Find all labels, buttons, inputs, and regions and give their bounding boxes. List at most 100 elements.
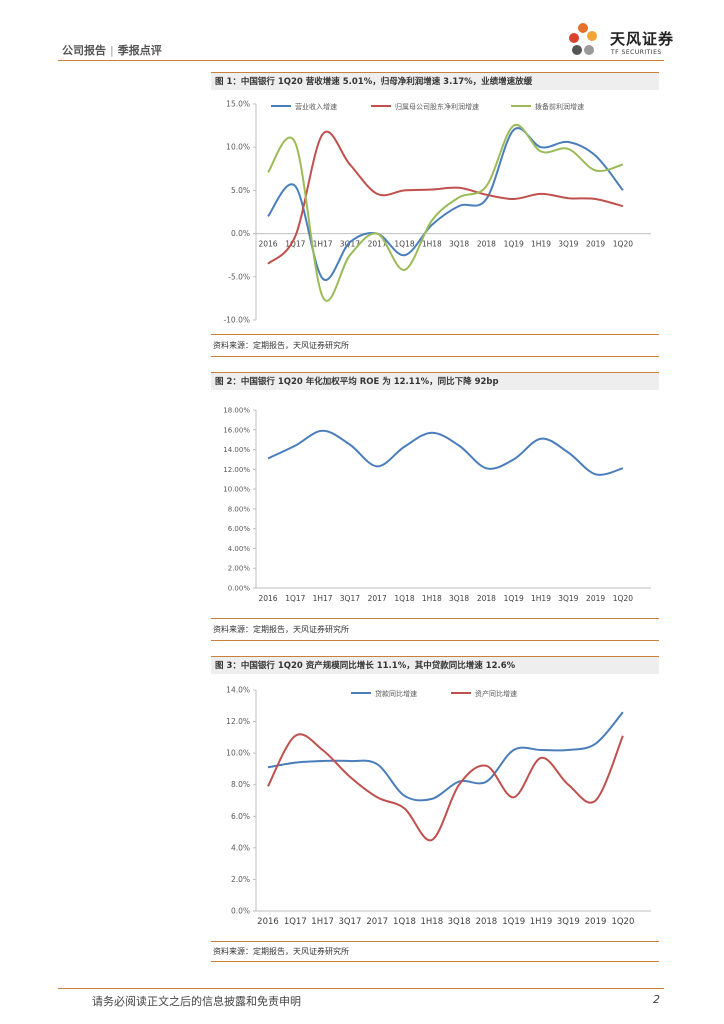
figure-1-source-divider	[211, 356, 659, 357]
x-tick-label: 3Q17	[340, 240, 360, 249]
figure-3-source-divider	[211, 961, 659, 962]
header-separator: |	[110, 44, 114, 57]
y-tick-label: -5.0%	[228, 272, 250, 281]
y-tick-label: 10.0%	[226, 143, 250, 152]
y-tick-label: 14.00%	[223, 446, 250, 454]
x-tick-label: 1H19	[531, 240, 551, 249]
footer-divider	[58, 988, 664, 989]
x-tick-label: 1H17	[313, 594, 333, 603]
x-tick-label: 1H18	[420, 917, 443, 927]
y-tick-label: 18.00%	[223, 407, 250, 415]
legend-label: 营业收入增速	[295, 102, 337, 111]
figure-3-chart: 0.0% 2.0% 4.0% 6.0% 8.0% 10.0% 12.0% 14.0% 2016 1…	[226, 686, 651, 927]
report-type: 公司报告	[62, 44, 106, 57]
x-tick-label: 2017	[368, 240, 387, 249]
y-tick-label: 8.0%	[231, 780, 250, 789]
x-tick-label: 1Q17	[284, 917, 307, 927]
figure-3-source: 资料来源：定期报告，天风证券研究所	[213, 947, 349, 956]
series-line	[267, 127, 624, 281]
x-tick-label: 1Q20	[613, 240, 633, 249]
footer-disclaimer: 请务必阅读正文之后的信息披露和免责申明	[92, 995, 301, 1008]
y-tick-label: 0.00%	[228, 585, 251, 593]
series-line	[267, 429, 624, 476]
logo-subtitle: TF SECURITIES	[611, 49, 662, 56]
figure-2-divider	[211, 618, 659, 619]
x-tick-label: 1Q18	[394, 594, 414, 603]
x-tick-label: 3Q18	[449, 594, 469, 603]
x-tick-label: 2017	[368, 594, 387, 603]
series-line	[267, 711, 624, 802]
y-tick-label: 4.00%	[228, 545, 251, 553]
x-tick-label: 1Q19	[504, 594, 524, 603]
figure-2-title: 图 2：中国银行 1Q20 年化加权平均 ROE 为 12.11%，同比下降 9…	[211, 372, 659, 390]
x-tick-label: 2019	[586, 594, 605, 603]
figure-1-source: 资料来源：定期报告，天风证券研究所	[213, 341, 349, 350]
y-tick-label: 6.0%	[231, 812, 250, 821]
figure-1-divider	[211, 334, 659, 335]
page-number: 2	[653, 993, 660, 1006]
x-tick-label: 2018	[476, 917, 498, 927]
figure-1-title: 图 1：中国银行 1Q20 营收增速 5.01%，归母净利润增速 3.17%，业…	[211, 72, 659, 90]
header-divider	[58, 60, 664, 61]
series-line	[267, 130, 624, 265]
x-tick-label: 1Q18	[393, 917, 416, 927]
x-tick-label: 3Q17	[340, 594, 360, 603]
legend-label: 拨备前利润增速	[535, 102, 584, 111]
report-header: 公司报告 | 季报点评	[62, 42, 162, 58]
x-tick-label: 1Q17	[285, 594, 305, 603]
figure-2-chart: 0.00% 2.00% 4.00% 6.00% 8.00% 10.00% 12.00% 14.…	[223, 407, 651, 603]
y-tick-label: 4.0%	[231, 843, 250, 852]
x-tick-label: 3Q18	[449, 240, 469, 249]
y-tick-label: 14.0%	[226, 686, 250, 695]
flower-logo-icon	[569, 23, 597, 55]
figure-3-divider	[211, 941, 659, 942]
x-tick-label: 1H18	[422, 240, 442, 249]
y-tick-label: 2.00%	[228, 565, 251, 573]
y-tick-label: -10.0%	[223, 316, 250, 325]
y-tick-label: 6.00%	[228, 525, 251, 533]
x-tick-label: 3Q19	[558, 594, 578, 603]
y-tick-label: 2.0%	[231, 875, 250, 884]
x-tick-label: 1Q19	[504, 240, 524, 249]
x-tick-label: 1Q17	[285, 240, 305, 249]
y-tick-label: 8.00%	[228, 505, 251, 513]
company-logo: 天风证券 TF SECURITIES	[566, 20, 676, 60]
y-tick-label: 15.0%	[226, 100, 250, 109]
y-tick-label: 10.00%	[223, 486, 250, 494]
series-line	[267, 123, 624, 302]
logo-brand: 天风证券	[610, 30, 675, 48]
x-tick-label: 1H17	[313, 240, 333, 249]
x-tick-label: 3Q19	[557, 917, 580, 927]
y-tick-label: 16.00%	[223, 426, 250, 434]
x-tick-label: 1H19	[531, 594, 551, 603]
x-tick-label: 2017	[366, 917, 388, 927]
legend-label: 资产同比增速	[475, 689, 517, 698]
x-tick-label: 3Q19	[558, 240, 578, 249]
x-tick-label: 1H17	[311, 917, 334, 927]
y-tick-label: 12.00%	[223, 466, 250, 474]
x-tick-label: 2018	[477, 594, 496, 603]
legend-label: 贷款同比增速	[375, 689, 417, 698]
x-tick-label: 2016	[258, 240, 277, 249]
y-tick-label: 12.0%	[226, 717, 250, 726]
x-tick-label: 1Q20	[613, 594, 633, 603]
figure-2-source: 资料来源：定期报告，天风证券研究所	[213, 625, 349, 634]
x-tick-label: 1Q18	[394, 240, 414, 249]
legend-label: 归属母公司股东净利润增速	[395, 102, 479, 111]
x-tick-label: 2018	[477, 240, 496, 249]
x-tick-label: 2019	[586, 240, 605, 249]
x-tick-label: 1H18	[422, 594, 442, 603]
x-tick-label: 1H19	[530, 917, 553, 927]
x-tick-label: 1Q19	[502, 917, 525, 927]
x-tick-label: 3Q18	[448, 917, 471, 927]
x-tick-label: 2019	[585, 917, 607, 927]
figure-1-chart: -10.0% -5.0% 0.0% 5.0% 10.0% 15.0% 2016 1Q17 1H1…	[223, 100, 651, 325]
x-tick-label: 1Q20	[611, 917, 634, 927]
y-tick-label: 10.0%	[226, 749, 250, 758]
x-tick-label: 2016	[257, 917, 279, 927]
x-tick-label: 2016	[258, 594, 277, 603]
series-line	[267, 733, 624, 842]
figure-2-source-divider	[211, 640, 659, 641]
y-tick-label: 0.0%	[231, 229, 250, 238]
y-tick-label: 5.0%	[231, 186, 250, 195]
